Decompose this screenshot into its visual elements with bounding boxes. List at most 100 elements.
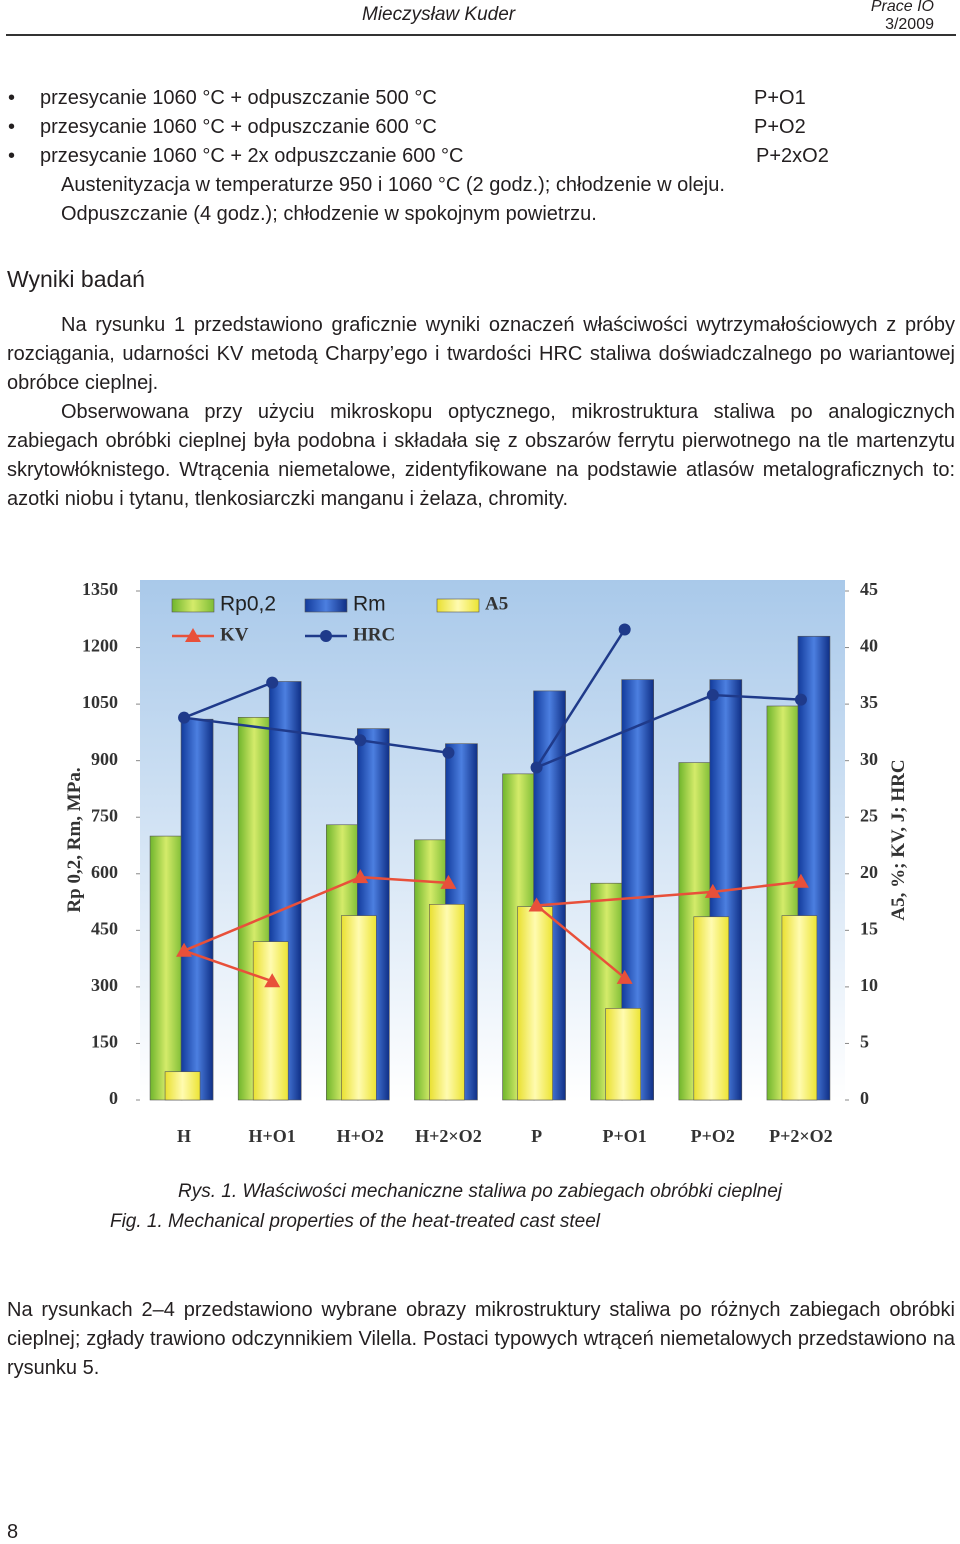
- y2-axis-label: A5, %; KV, J; HRC: [888, 759, 909, 920]
- legend-marker: [320, 630, 332, 642]
- line-segment: [535, 628, 626, 769]
- bullet-code: P+2xO2: [756, 145, 829, 167]
- y-tick-label: 1200: [82, 636, 118, 656]
- bullet-code: P+O2: [754, 116, 806, 138]
- caption: Rys. 1. Właściwości mechaniczne staliwa …: [177, 1181, 783, 1202]
- line-marker: [440, 874, 457, 889]
- y-tick-label: 1350: [82, 579, 118, 599]
- bar: [693, 916, 730, 1101]
- bar: [517, 906, 553, 1101]
- journal-name: Prace IO: [870, 0, 934, 15]
- line-segment: [183, 949, 273, 983]
- paragraphs: Na rysunku 1 przedstawiono graficznie wy…: [7, 311, 955, 514]
- y-tick-label: 1050: [82, 692, 118, 712]
- note: Austenityzacja w temperaturze 950 i 1060…: [61, 174, 725, 196]
- line-marker: [528, 897, 545, 912]
- line-marker: [530, 761, 543, 774]
- line-segment: [535, 904, 626, 979]
- bullet-text: przesycanie 1060 °C + odpuszczanie 500 °…: [40, 87, 437, 109]
- section-title: Wyniki badań: [7, 266, 145, 292]
- line-marker: [442, 746, 455, 759]
- legend-label: KV: [220, 624, 249, 645]
- y2-tick-label: 40: [860, 636, 878, 656]
- line-segment: [536, 890, 713, 907]
- legend-swatch: [171, 598, 215, 613]
- y2-tick-label: 35: [860, 692, 878, 712]
- bar: [781, 915, 818, 1101]
- x-tick-label: P+2×O2: [769, 1126, 833, 1146]
- line-marker: [266, 676, 279, 689]
- journal: Prace IO 3/2009: [871, 0, 934, 34]
- paragraph: Obserwowana przy użyciu mikroskopu optyc…: [7, 401, 955, 510]
- bar: [149, 835, 183, 1101]
- legend-label: Rp0,2: [220, 593, 276, 616]
- legend-label: A5: [485, 593, 508, 614]
- line-marker: [352, 869, 369, 884]
- y2-tick-label: 45: [860, 579, 878, 599]
- y2-tick-label: 30: [860, 749, 878, 769]
- y-tick-label: 300: [91, 975, 118, 995]
- paragraph: Na rysunku 1 przedstawiono graficznie wy…: [7, 314, 955, 394]
- x-tick-label: P+O1: [603, 1126, 647, 1146]
- caption-en: Fig. 1. Mechanical properties of the hea…: [109, 1211, 601, 1232]
- line-segment: [536, 693, 714, 769]
- bullet-list: • przesycanie 1060 °C + odpuszczanie 500 …: [0, 84, 960, 229]
- x-tick-label: P: [531, 1126, 542, 1146]
- line-marker: [618, 623, 631, 636]
- line-marker: [794, 693, 807, 706]
- line-marker: [616, 969, 633, 984]
- bar: [252, 941, 289, 1101]
- bullet-code: P+O1: [754, 87, 806, 109]
- y2-tick-label: 25: [860, 805, 878, 825]
- x-tick-label: H+O2: [337, 1126, 384, 1146]
- chart: Rp 0,2, Rm, MPa. A5, %; KV, J; HRC 0 150 3…: [64, 579, 909, 1146]
- paragraph: Na rysunkach 2–4 przedstawiono wybrane o…: [7, 1299, 955, 1379]
- y-tick-label: 0: [109, 1088, 118, 1108]
- x-tick-label: H+O1: [249, 1126, 296, 1146]
- bullet-text: przesycanie 1060 °C + odpuszczanie 600 °…: [40, 116, 437, 138]
- line-segment: [183, 716, 361, 742]
- bullet: • przesycanie 1060 °C + odpuszczanie 600 …: [0, 113, 960, 142]
- bar: [180, 718, 214, 1101]
- page-number: 8: [7, 1521, 19, 1543]
- bullet: • przesycanie 1060 °C + 2x odpuszczanie 6…: [0, 142, 960, 171]
- y2-tick-label: 10: [860, 975, 878, 995]
- line-marker: [792, 873, 809, 888]
- line-segment: [183, 876, 361, 952]
- bar: [429, 904, 465, 1101]
- bullet-text: przesycanie 1060 °C + 2x odpuszczanie 60…: [40, 145, 464, 167]
- line-marker: [704, 883, 721, 898]
- legend-swatch: [304, 598, 348, 613]
- note: Odpuszczanie (4 godz.); chłodzenie w spo…: [61, 203, 597, 225]
- line-marker: [264, 973, 281, 988]
- x-tick-label: P+O2: [691, 1126, 735, 1146]
- y2-tick-label: 5: [860, 1032, 869, 1052]
- line-segment: [183, 681, 273, 719]
- paragraphs-after: Na rysunkach 2–4 przedstawiono wybrane o…: [7, 1296, 955, 1383]
- y2-tick-label: 15: [860, 918, 878, 938]
- bar: [164, 1071, 201, 1101]
- line-segment: [712, 693, 802, 701]
- line-marker: [178, 711, 191, 724]
- legend-marker: [185, 628, 201, 642]
- y-tick-label: 150: [91, 1032, 118, 1052]
- y-tick-label: 750: [91, 805, 118, 825]
- y-tick-label: 450: [91, 918, 118, 938]
- bar: [341, 915, 377, 1101]
- y-tick-label: 900: [91, 749, 118, 769]
- x-tick-label: H: [177, 1126, 191, 1146]
- legend-label: HRC: [353, 624, 395, 645]
- legend-label: Rm: [353, 593, 386, 616]
- issue: 3/2009: [885, 16, 934, 33]
- header-rule: [6, 34, 956, 36]
- line-segment: [712, 880, 802, 894]
- y-axis-label: Rp 0,2, Rm, MPa.: [64, 767, 85, 912]
- x-tick-label: H+2×O2: [415, 1126, 482, 1146]
- bar: [605, 1008, 641, 1101]
- line-segment: [360, 875, 449, 885]
- line-marker: [176, 942, 193, 957]
- bullet: • przesycanie 1060 °C + odpuszczanie 500 …: [0, 84, 960, 113]
- y-tick-label: 600: [91, 862, 118, 882]
- y2-tick-label: 20: [860, 862, 878, 882]
